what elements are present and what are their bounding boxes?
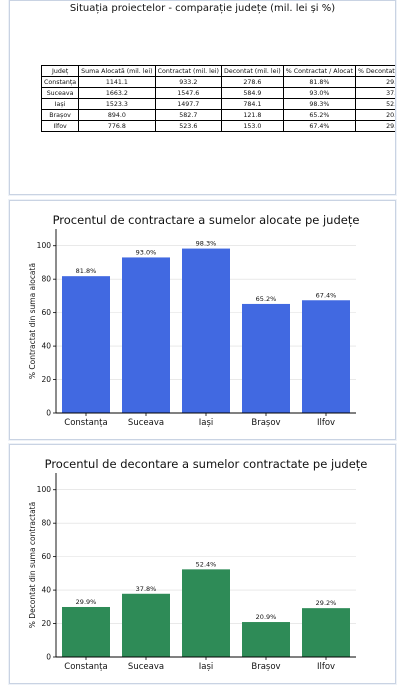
y-tick-label: 20	[41, 375, 51, 384]
bar-brașov	[242, 622, 290, 657]
cell-county: Iași	[40, 98, 80, 110]
header-pct-contracted: % Contractat / Alocat	[282, 65, 356, 77]
table-row: Constanța 1141.1 933.2 278.6 81.8% 29.9%	[40, 76, 395, 88]
contracted-chart-panel: Procentul de contractare a sumelor aloca…	[9, 200, 396, 440]
x-tick-label: Suceava	[128, 418, 164, 428]
cell-allocated: 1141.1	[78, 76, 156, 88]
cell-pct-contracted: 93.0%	[282, 87, 356, 99]
x-tick-label: Brașov	[251, 662, 280, 672]
table-row: Iași 1523.3 1497.7 784.1 98.3% 52.4%	[40, 98, 395, 110]
header-contracted: Contractat (mil. lei)	[154, 65, 222, 77]
cell-allocated: 1523.3	[78, 98, 156, 110]
settled-chart-panel: Procentul de decontare a sumelor contrac…	[9, 444, 396, 684]
cell-settled: 121.8	[220, 109, 284, 121]
cell-pct-settled: 37.8%	[354, 87, 395, 99]
x-tick-label: Iași	[199, 662, 214, 672]
bar-value-label: 98.3%	[196, 240, 217, 248]
y-tick-label: 0	[46, 409, 51, 418]
cell-settled: 278.6	[220, 76, 284, 88]
settled-chart: Procentul de decontare a sumelor contrac…	[28, 457, 368, 672]
header-pct-settled: % Decontat / Contractat	[354, 65, 395, 77]
bar-brașov	[242, 303, 290, 413]
bar-constanța	[62, 276, 110, 413]
bar-value-label: 81.8%	[76, 267, 97, 275]
table-row: Suceava 1663.2 1547.6 584.9 93.0% 37.8%	[40, 87, 395, 99]
table-title: Situația proiectelor - comparație județe…	[69, 3, 336, 14]
x-tick-label: Constanța	[64, 418, 107, 428]
x-tick-label: Ilfov	[317, 418, 335, 428]
cell-pct-settled: 29.2%	[354, 120, 395, 132]
x-tick-label: Constanța	[64, 662, 107, 672]
bar-constanța	[62, 606, 110, 657]
x-tick-label: Ilfov	[317, 662, 335, 672]
header-settled: Decontat (mil. lei)	[220, 65, 284, 77]
y-axis-label: % Decontat din suma contractată	[28, 502, 37, 628]
cell-contracted: 1497.7	[154, 98, 222, 110]
cell-settled: 784.1	[220, 98, 284, 110]
bar-value-label: 29.2%	[316, 599, 337, 607]
y-tick-label: 80	[41, 519, 51, 528]
cell-settled: 153.0	[220, 120, 284, 132]
table-header-row: Județ Suma Alocată (mil. lei) Contractat…	[40, 65, 395, 77]
bar-value-label: 37.8%	[136, 585, 157, 593]
contracted-chart: Procentul de contractare a sumelor aloca…	[28, 213, 360, 428]
cell-contracted: 1547.6	[154, 87, 222, 99]
cell-contracted: 582.7	[154, 109, 222, 121]
bar-value-label: 67.4%	[316, 291, 337, 299]
cell-pct-contracted: 67.4%	[282, 120, 356, 132]
x-tick-label: Iași	[199, 418, 214, 428]
cell-county: Constanța	[40, 76, 80, 88]
cell-contracted: 523.6	[154, 120, 222, 132]
y-axis-label: % Contractat din suma alocată	[28, 263, 37, 379]
y-tick-label: 40	[41, 342, 51, 351]
cell-county: Brașov	[40, 109, 80, 121]
y-tick-label: 20	[41, 619, 51, 628]
x-tick-label: Brașov	[251, 418, 280, 428]
header-allocated: Suma Alocată (mil. lei)	[78, 65, 156, 77]
header-county: Județ	[40, 65, 80, 77]
bar-value-label: 52.4%	[196, 560, 217, 568]
y-tick-label: 100	[37, 485, 52, 494]
bar-suceava	[122, 257, 170, 413]
bar-value-label: 29.9%	[76, 598, 97, 606]
summary-table: Județ Suma Alocată (mil. lei) Contractat…	[40, 65, 395, 132]
bar-suceava	[122, 593, 170, 657]
cell-pct-settled: 29.9%	[354, 76, 395, 88]
chart-title: Procentul de contractare a sumelor aloca…	[53, 213, 360, 227]
chart-title: Procentul de decontare a sumelor contrac…	[45, 457, 368, 471]
y-tick-label: 0	[46, 653, 51, 662]
bar-iași	[182, 248, 230, 413]
cell-county: Ilfov	[40, 120, 80, 132]
table-panel: Situația proiectelor - comparație județe…	[9, 0, 396, 195]
cell-pct-contracted: 81.8%	[282, 76, 356, 88]
bar-ilfov	[302, 608, 350, 657]
y-tick-label: 80	[41, 275, 51, 284]
bar-value-label: 65.2%	[256, 295, 277, 303]
cell-contracted: 933.2	[154, 76, 222, 88]
y-tick-label: 100	[37, 241, 52, 250]
bar-value-label: 93.0%	[136, 248, 157, 256]
bar-iași	[182, 569, 230, 657]
cell-pct-contracted: 65.2%	[282, 109, 356, 121]
cell-allocated: 894.0	[78, 109, 156, 121]
cell-allocated: 1663.2	[78, 87, 156, 99]
cell-pct-settled: 20.9%	[354, 109, 395, 121]
bar-ilfov	[302, 300, 350, 413]
cell-county: Suceava	[40, 87, 80, 99]
cell-settled: 584.9	[220, 87, 284, 99]
table-row: Ilfov 776.8 523.6 153.0 67.4% 29.2%	[40, 120, 395, 132]
y-tick-label: 40	[41, 586, 51, 595]
x-tick-label: Suceava	[128, 662, 164, 672]
cell-allocated: 776.8	[78, 120, 156, 132]
cell-pct-contracted: 98.3%	[282, 98, 356, 110]
y-tick-label: 60	[41, 308, 51, 317]
table-row: Brașov 894.0 582.7 121.8 65.2% 20.9%	[40, 109, 395, 121]
y-tick-label: 60	[41, 552, 51, 561]
cell-pct-settled: 52.4%	[354, 98, 395, 110]
bar-value-label: 20.9%	[256, 613, 277, 621]
